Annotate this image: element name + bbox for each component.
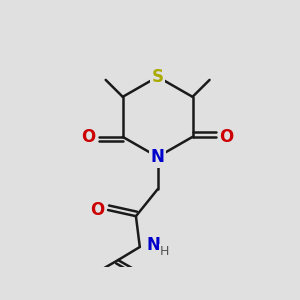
Text: H: H xyxy=(160,245,169,258)
Text: O: O xyxy=(82,128,96,146)
Text: N: N xyxy=(147,236,161,254)
Text: O: O xyxy=(220,128,234,146)
Text: O: O xyxy=(90,201,104,219)
Text: N: N xyxy=(151,148,165,166)
Text: S: S xyxy=(152,68,164,86)
